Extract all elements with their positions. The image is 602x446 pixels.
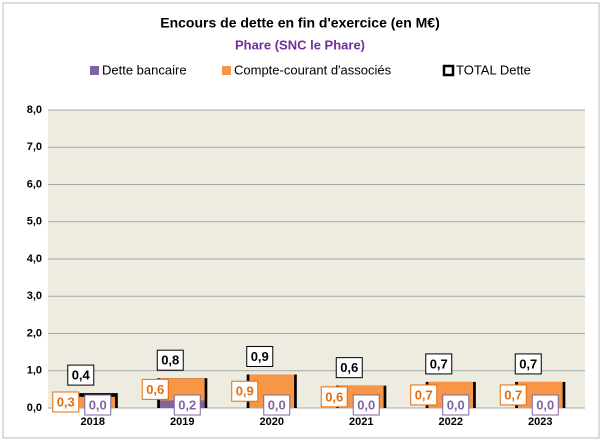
label-box [84,394,112,416]
label-box [531,394,559,416]
label-box [335,357,363,379]
data-label: 0,3 [57,394,75,409]
data-label: 0,6 [340,360,358,375]
label-box [425,353,453,375]
legend-swatch [90,66,99,75]
x-tick-label: 2018 [81,416,105,428]
y-tick-label: 7,0 [27,141,42,153]
y-tick-label: 8,0 [27,104,42,116]
data-label: 0,2 [178,397,196,412]
y-tick-label: 6,0 [27,178,42,190]
label-box [352,394,380,416]
x-tick-label: 2019 [170,416,194,428]
label-box [156,349,184,371]
y-tick-label: 2,0 [27,327,42,339]
chart-title: Encours de dette en fin d'exercice (en M… [160,15,440,31]
data-label: 0,0 [89,397,107,412]
y-tick-label: 4,0 [27,253,42,265]
legend-swatch [222,66,231,75]
label-box [514,353,542,375]
data-label: 0,6 [146,382,164,397]
label-box [410,384,438,406]
legend-label: Compte-courant d'associés [234,62,392,77]
data-label: 0,6 [325,389,343,404]
data-label: 0,7 [415,387,433,402]
data-label: 0,8 [161,353,179,368]
x-tick-label: 2021 [349,416,373,428]
data-label: 0,0 [357,397,375,412]
x-tick-label: 2022 [439,416,463,428]
data-label: 0,0 [536,397,554,412]
label-box [231,380,259,402]
label-box [246,345,274,367]
data-label: 0,0 [447,397,465,412]
data-label: 0,9 [236,384,254,399]
data-label: 0,9 [251,349,269,364]
y-tick-label: 1,0 [27,365,42,377]
legend-label: Dette bancaire [102,62,187,77]
x-tick-label: 2020 [260,416,284,428]
chart-subtitle: Phare (SNC le Phare) [235,37,365,52]
data-label: 0,4 [72,368,91,383]
label-box [263,394,291,416]
label-box [173,394,201,416]
x-tick-label: 2023 [528,416,552,428]
y-tick-label: 3,0 [27,290,42,302]
label-box [320,386,348,408]
data-label: 0,7 [504,387,522,402]
label-box [141,378,169,400]
label-box [499,384,527,406]
label-box [442,394,470,416]
y-tick-label: 0,0 [27,402,42,414]
legend-label: TOTAL Dette [456,62,531,77]
data-label: 0,7 [519,356,537,371]
label-box [67,364,95,386]
legend-swatch [442,64,455,77]
y-tick-label: 5,0 [27,216,42,228]
label-box [52,391,80,413]
data-label: 0,7 [430,356,448,371]
data-label: 0,0 [268,397,286,412]
